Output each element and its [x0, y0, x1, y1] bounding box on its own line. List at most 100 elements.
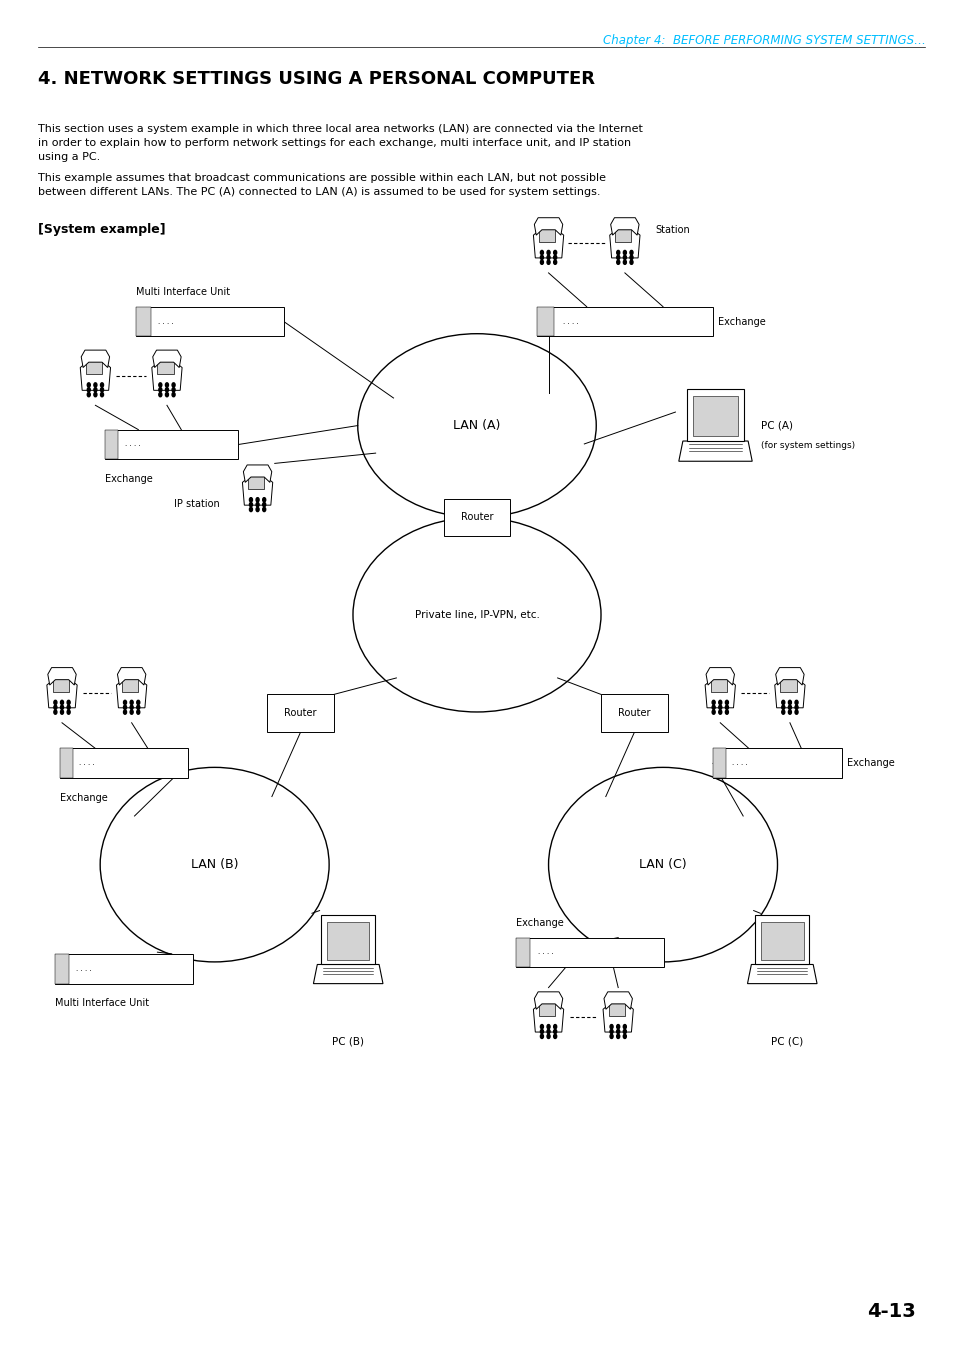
FancyBboxPatch shape: [60, 748, 72, 778]
Circle shape: [794, 705, 798, 709]
Circle shape: [622, 250, 626, 255]
Circle shape: [553, 259, 557, 265]
Circle shape: [136, 705, 140, 709]
Polygon shape: [242, 470, 273, 505]
Text: Station: Station: [655, 224, 689, 235]
Polygon shape: [534, 218, 562, 235]
Circle shape: [100, 382, 104, 388]
Circle shape: [781, 705, 784, 709]
Circle shape: [130, 709, 133, 715]
Circle shape: [622, 259, 626, 265]
Text: IP station: IP station: [173, 499, 219, 509]
Ellipse shape: [100, 767, 329, 962]
Circle shape: [123, 700, 127, 705]
Polygon shape: [747, 965, 816, 984]
Polygon shape: [774, 673, 804, 708]
Circle shape: [136, 709, 140, 715]
Circle shape: [539, 1034, 543, 1039]
Polygon shape: [608, 1002, 624, 1016]
Ellipse shape: [548, 767, 777, 962]
Text: LAN (B): LAN (B): [191, 858, 238, 871]
Text: Router: Router: [284, 708, 316, 719]
Circle shape: [553, 250, 557, 255]
Circle shape: [100, 388, 104, 392]
Circle shape: [165, 392, 169, 397]
FancyBboxPatch shape: [515, 938, 530, 967]
Text: This section uses a system example in which three local area networks (LAN) are : This section uses a system example in wh…: [38, 124, 642, 162]
Polygon shape: [116, 673, 147, 708]
Circle shape: [262, 507, 266, 512]
FancyBboxPatch shape: [105, 430, 118, 459]
Circle shape: [172, 392, 175, 397]
Circle shape: [158, 392, 162, 397]
Ellipse shape: [353, 517, 600, 712]
Circle shape: [787, 700, 791, 705]
Circle shape: [616, 250, 619, 255]
Polygon shape: [710, 678, 726, 692]
Polygon shape: [615, 228, 631, 242]
Circle shape: [539, 1029, 543, 1034]
Circle shape: [629, 259, 633, 265]
Polygon shape: [533, 223, 563, 258]
FancyBboxPatch shape: [443, 499, 510, 536]
Polygon shape: [538, 1002, 555, 1016]
Polygon shape: [603, 992, 632, 1009]
Polygon shape: [610, 218, 639, 235]
Polygon shape: [152, 355, 182, 390]
Text: Exchange: Exchange: [105, 474, 152, 484]
Text: Exchange: Exchange: [515, 919, 563, 928]
Polygon shape: [86, 361, 102, 374]
Circle shape: [546, 259, 550, 265]
Text: This example assumes that broadcast communications are possible within each LAN,: This example assumes that broadcast comm…: [38, 173, 605, 197]
Circle shape: [609, 1034, 613, 1039]
Circle shape: [87, 388, 91, 392]
Polygon shape: [538, 228, 555, 242]
Circle shape: [249, 503, 253, 507]
Polygon shape: [534, 992, 562, 1009]
Circle shape: [622, 255, 626, 259]
Circle shape: [787, 709, 791, 715]
Circle shape: [616, 1024, 619, 1029]
Polygon shape: [243, 465, 272, 482]
Circle shape: [249, 497, 253, 503]
Circle shape: [67, 709, 71, 715]
Text: Multi Interface Unit: Multi Interface Unit: [55, 998, 149, 1008]
Text: . . . .: . . . .: [732, 761, 747, 766]
Circle shape: [539, 255, 543, 259]
Circle shape: [165, 388, 169, 392]
Polygon shape: [705, 667, 734, 685]
Circle shape: [553, 1034, 557, 1039]
Text: . . . .: . . . .: [75, 966, 91, 971]
Circle shape: [616, 1034, 619, 1039]
Circle shape: [87, 382, 91, 388]
Circle shape: [609, 1024, 613, 1029]
Polygon shape: [52, 678, 69, 692]
Polygon shape: [122, 678, 138, 692]
Circle shape: [249, 507, 253, 512]
Circle shape: [100, 392, 104, 397]
Polygon shape: [679, 440, 751, 461]
FancyBboxPatch shape: [712, 748, 725, 778]
Polygon shape: [117, 667, 146, 685]
FancyBboxPatch shape: [515, 938, 663, 967]
Text: Router: Router: [460, 512, 493, 523]
Circle shape: [781, 709, 784, 715]
Polygon shape: [314, 965, 382, 984]
Circle shape: [255, 507, 259, 512]
Circle shape: [718, 705, 721, 709]
Polygon shape: [47, 673, 77, 708]
Circle shape: [553, 1029, 557, 1034]
FancyBboxPatch shape: [536, 307, 713, 336]
FancyBboxPatch shape: [55, 954, 69, 984]
Circle shape: [262, 497, 266, 503]
Circle shape: [539, 259, 543, 265]
Circle shape: [622, 1029, 626, 1034]
FancyBboxPatch shape: [135, 307, 151, 336]
Ellipse shape: [357, 334, 596, 517]
FancyBboxPatch shape: [536, 307, 554, 336]
Circle shape: [158, 388, 162, 392]
Circle shape: [794, 709, 798, 715]
Polygon shape: [602, 997, 633, 1032]
FancyBboxPatch shape: [60, 748, 189, 778]
Text: 4. NETWORK SETTINGS USING A PERSONAL COMPUTER: 4. NETWORK SETTINGS USING A PERSONAL COM…: [38, 70, 595, 88]
